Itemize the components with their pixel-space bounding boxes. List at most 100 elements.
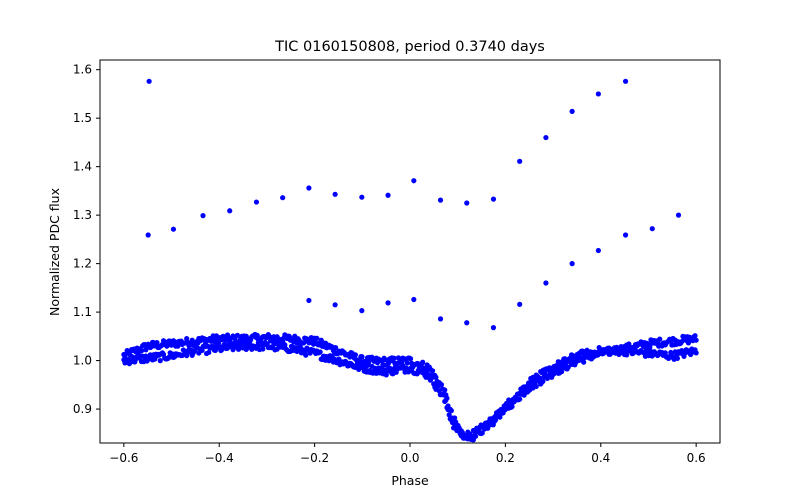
data-point (411, 296, 417, 303)
data-point (624, 352, 630, 358)
data-point (453, 421, 459, 427)
data-point (359, 194, 365, 200)
data-point (385, 192, 391, 198)
data-point (352, 352, 359, 358)
data-point (206, 349, 212, 356)
data-point (359, 308, 365, 314)
data-point (540, 378, 546, 384)
data-point (577, 354, 583, 360)
y-tick-label: 1.5 (73, 111, 92, 125)
x-axis-ticks: −0.6 −0.4 −0.2 0.0 0.2 0.4 0.6 (109, 443, 706, 465)
data-point (227, 208, 233, 214)
x-tick-label: 0.6 (687, 451, 706, 465)
data-point (490, 325, 497, 331)
data-point (407, 356, 414, 362)
data-point (145, 232, 151, 238)
data-point (138, 348, 145, 354)
data-point (441, 392, 447, 398)
data-point (442, 387, 448, 393)
y-tick-label: 1.1 (73, 305, 92, 319)
data-point (306, 185, 312, 191)
data-point (332, 191, 338, 197)
data-points (121, 78, 699, 443)
x-tick-label: 0.2 (496, 451, 515, 465)
y-tick-label: 1.4 (73, 160, 92, 174)
data-point (314, 335, 320, 341)
data-point (200, 213, 206, 219)
data-point (657, 336, 663, 342)
data-point (622, 78, 629, 84)
data-point (435, 383, 441, 389)
data-point (517, 158, 523, 164)
data-point (693, 350, 699, 356)
data-point (675, 212, 682, 218)
data-point (235, 346, 242, 352)
data-point (154, 340, 160, 346)
data-point (303, 352, 309, 358)
data-point (385, 300, 391, 306)
data-point (411, 178, 417, 184)
data-point (199, 347, 205, 353)
data-point (559, 369, 565, 375)
x-axis-label: Phase (391, 473, 429, 488)
data-point (254, 332, 260, 338)
y-tick-label: 0.9 (73, 402, 92, 416)
data-point (306, 297, 312, 304)
data-point (234, 332, 241, 338)
y-tick-label: 1.2 (73, 257, 92, 271)
data-point (280, 195, 286, 201)
data-point (430, 374, 436, 380)
data-point (364, 362, 371, 368)
data-point (456, 425, 462, 431)
x-tick-label: 0.0 (400, 451, 419, 465)
data-point (464, 200, 470, 206)
data-point (693, 337, 699, 343)
data-point (446, 412, 452, 418)
data-point (224, 332, 231, 338)
data-point (332, 345, 339, 351)
data-point (443, 397, 449, 403)
data-point (479, 430, 485, 436)
data-point (490, 422, 496, 428)
data-point (595, 247, 601, 254)
data-point (437, 197, 444, 203)
y-tick-label: 1.0 (73, 354, 92, 368)
data-point (464, 320, 470, 326)
data-point (626, 341, 632, 347)
data-point (157, 358, 163, 364)
data-point (430, 368, 436, 374)
data-point (146, 78, 152, 84)
data-point (517, 301, 523, 307)
data-point (581, 359, 587, 365)
x-tick-label: −0.6 (109, 451, 138, 465)
data-point (622, 232, 629, 238)
data-point (391, 355, 397, 361)
data-point (410, 364, 416, 370)
data-point (606, 351, 612, 357)
data-point (170, 226, 177, 232)
data-point (502, 406, 508, 413)
data-point (473, 433, 479, 439)
data-point (404, 360, 410, 366)
data-point (649, 226, 655, 232)
data-point (595, 91, 601, 97)
data-point (569, 261, 575, 267)
data-point (383, 372, 389, 378)
data-point (253, 199, 260, 205)
x-tick-label: −0.4 (205, 451, 234, 465)
data-point (490, 196, 497, 202)
plot-frame (99, 59, 721, 444)
data-point (532, 379, 538, 385)
data-point (543, 134, 549, 141)
data-point (445, 406, 451, 413)
data-point (317, 349, 323, 355)
y-axis-ticks: 0.9 1.0 1.1 1.2 1.3 1.4 1.5 1.6 (73, 63, 100, 416)
data-point (332, 302, 338, 308)
data-point (359, 354, 365, 360)
data-point (569, 108, 575, 114)
data-point (513, 395, 520, 401)
y-tick-label: 1.3 (73, 208, 92, 222)
data-point (662, 350, 668, 356)
data-point (467, 431, 473, 437)
